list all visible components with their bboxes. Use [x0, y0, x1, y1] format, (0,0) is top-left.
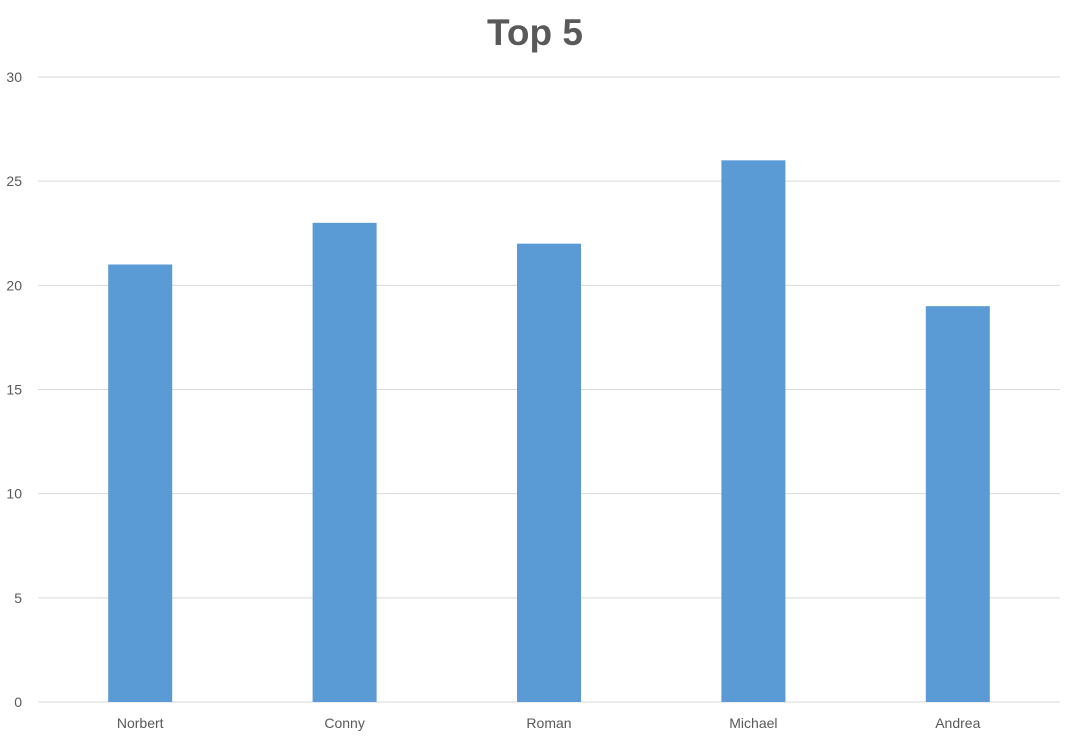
x-tick-label: Roman [526, 715, 571, 731]
y-tick-label: 20 [6, 277, 22, 293]
y-tick-label: 30 [6, 69, 22, 85]
x-tick-label: Andrea [935, 715, 980, 731]
y-tick-label: 15 [6, 382, 22, 398]
chart-title: Top 5 [487, 12, 583, 53]
bar-andrea [925, 306, 990, 702]
y-tick-label: 0 [14, 694, 22, 710]
x-tick-label: Norbert [117, 715, 164, 731]
bar-conny [312, 222, 377, 703]
y-tick-label: 10 [6, 486, 22, 502]
bar-michael [721, 160, 786, 703]
bar-roman [517, 243, 581, 702]
bar-norbert [108, 264, 173, 702]
x-tick-label: Michael [729, 715, 777, 731]
y-tick-label: 5 [14, 590, 22, 606]
y-tick-label: 25 [6, 173, 22, 189]
x-tick-label: Conny [324, 715, 364, 731]
